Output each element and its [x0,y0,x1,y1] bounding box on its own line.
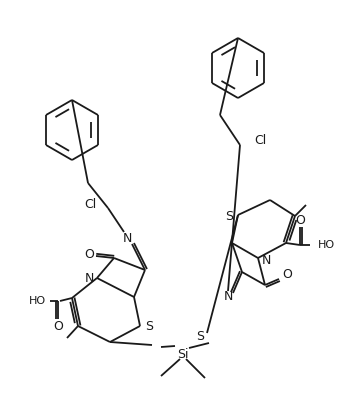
Text: N: N [84,273,94,285]
Text: O: O [282,269,292,282]
Text: N: N [261,254,271,267]
Text: HO: HO [318,240,335,250]
Text: O: O [53,319,63,333]
Text: O: O [295,214,305,228]
Text: S: S [225,210,233,223]
Text: S: S [145,320,153,333]
Text: N: N [223,291,233,304]
Text: Cl: Cl [84,197,96,210]
Text: Cl: Cl [254,134,266,147]
Text: O: O [84,249,94,262]
Text: HO: HO [29,296,46,306]
Text: S: S [196,330,204,344]
Text: N: N [122,232,132,245]
Text: Si: Si [177,348,189,361]
